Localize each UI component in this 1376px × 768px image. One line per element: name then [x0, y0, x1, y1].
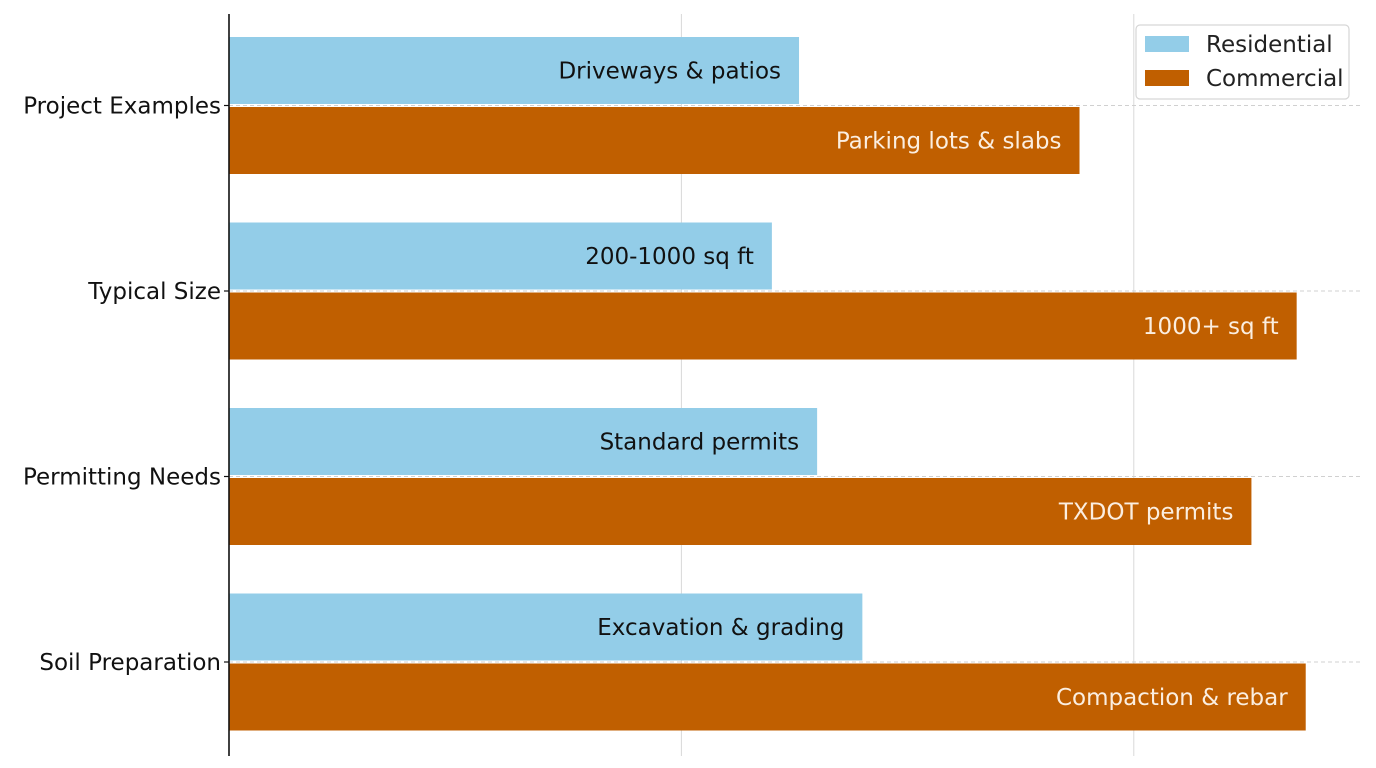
legend: Residential Commercial	[1135, 24, 1350, 100]
bar-label-commercial: Parking lots & slabs	[836, 129, 1062, 155]
bar-label-commercial: 1000+ sq ft	[1143, 314, 1279, 340]
bar-commercial	[229, 663, 1306, 731]
category-label: Permitting Needs	[23, 465, 221, 491]
bars-layer: Driveways & patios Parking lots & slabs 20…	[229, 37, 1306, 731]
category-labels: Project Examples Typical Size Permitting N…	[23, 94, 229, 676]
legend-box	[1135, 24, 1350, 100]
bar-label-residential: 200-1000 sq ft	[585, 244, 754, 270]
bar-residential	[229, 408, 818, 475]
legend-swatch-residential	[1145, 36, 1189, 52]
bar-label-residential: Excavation & grading	[597, 615, 844, 641]
category-label: Typical Size	[87, 279, 221, 305]
legend-swatch-commercial	[1145, 70, 1189, 86]
bar-commercial	[229, 478, 1252, 545]
legend-label-commercial: Commercial	[1206, 66, 1344, 92]
bar-label-residential: Standard permits	[600, 430, 800, 456]
bar-residential	[229, 222, 772, 290]
bar-commercial	[229, 292, 1297, 360]
bar-label-residential: Driveways & patios	[558, 59, 781, 85]
bar-residential	[229, 593, 863, 661]
bar-residential	[229, 37, 800, 104]
category-label: Project Examples	[23, 94, 221, 120]
bar-label-commercial: Compaction & rebar	[1056, 685, 1288, 711]
bar-label-commercial: TXDOT permits	[1058, 500, 1234, 526]
bar-commercial	[229, 107, 1080, 174]
legend-label-residential: Residential	[1206, 32, 1333, 58]
category-label: Soil Preparation	[39, 650, 221, 676]
